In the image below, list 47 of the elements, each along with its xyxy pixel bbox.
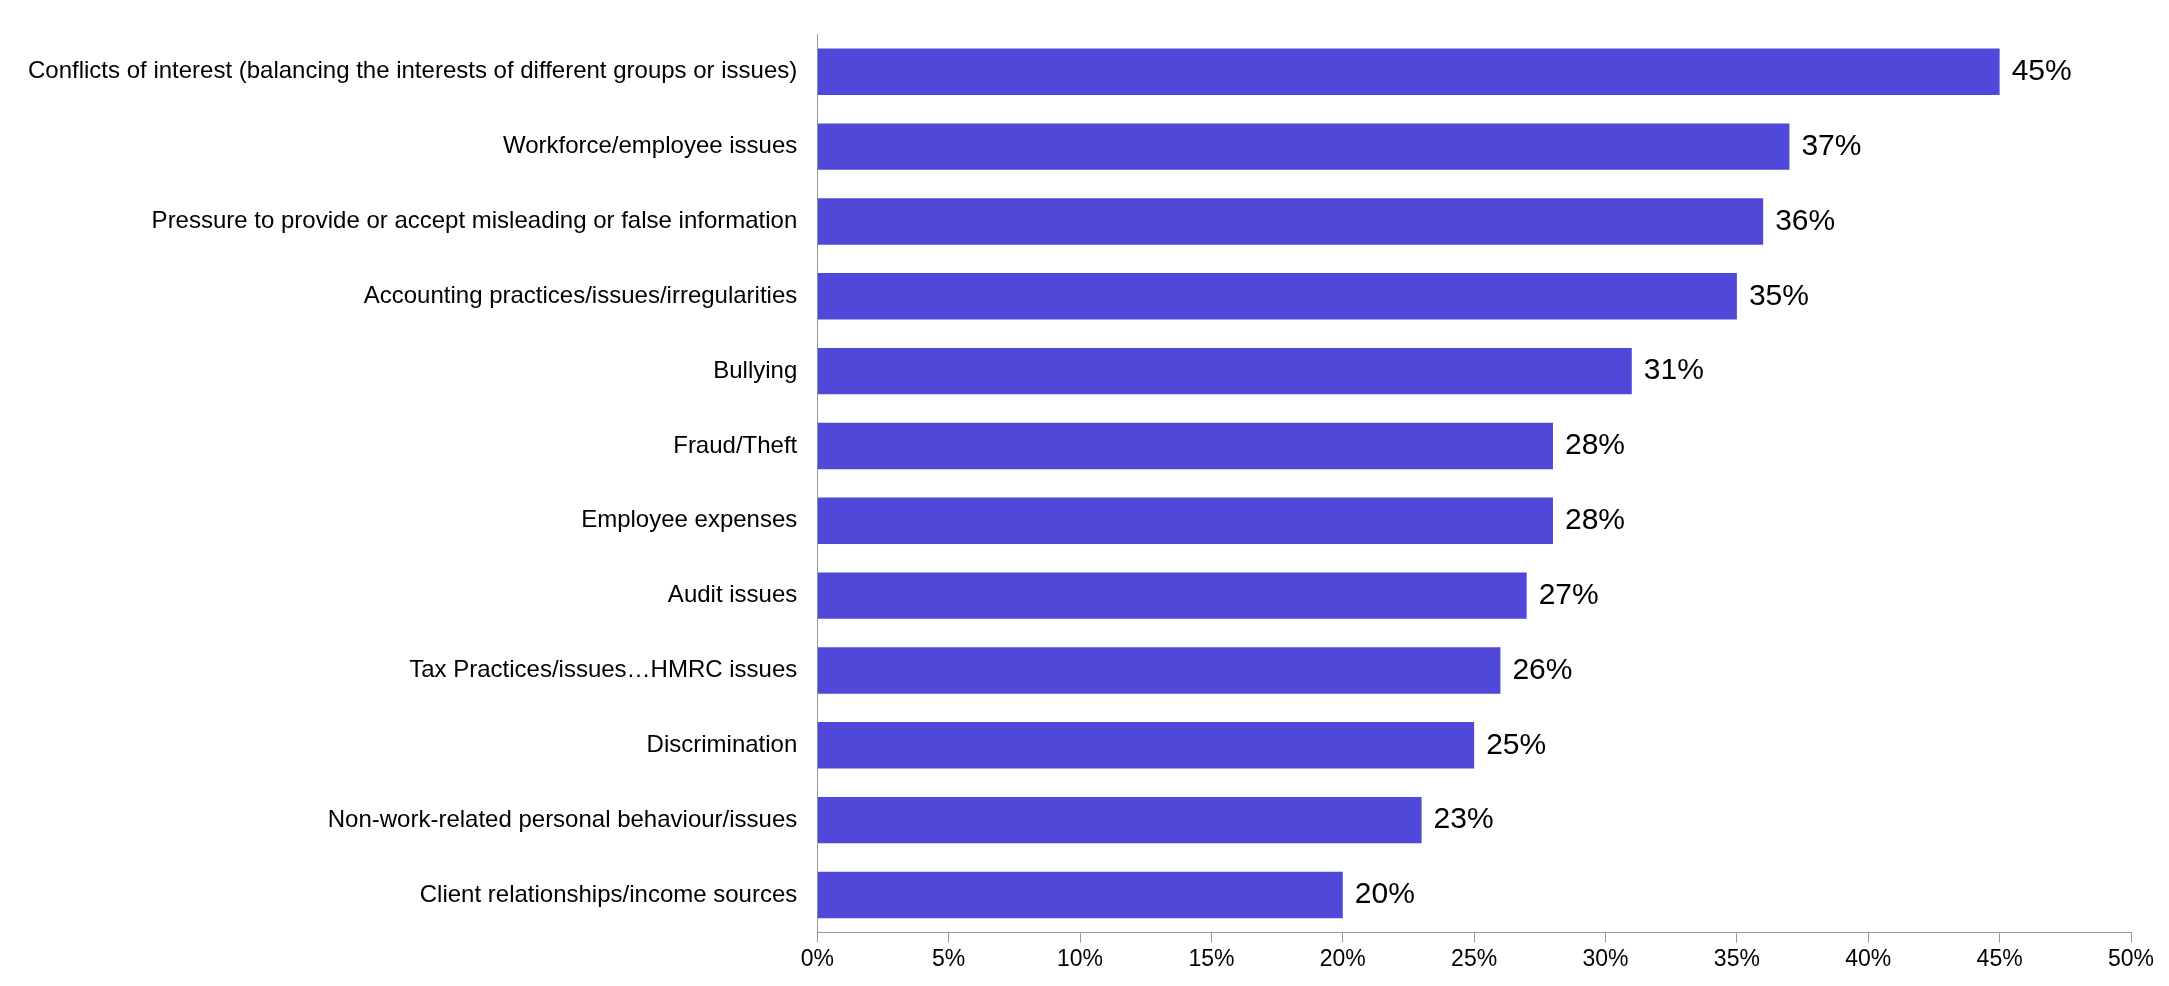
y-tick-label: Workforce/employee issues [502,131,798,159]
data-label: 45% [2011,53,2072,87]
y-tick-label: Accounting practices/issues/irregularities [363,280,798,308]
bar [817,273,1737,320]
y-tick-label: Client relationships/income sources [419,879,798,907]
bar [817,48,2000,96]
bar [817,871,1343,919]
data-label: 25% [1486,726,1547,760]
x-tick-label: 35% [1713,944,1760,971]
y-tick-label: Fraud/Theft [673,430,798,458]
x-tick-label: 5% [932,944,966,971]
data-label: 35% [1748,277,1809,311]
y-tick-label: Non-work-related personal behaviour/issues [327,804,798,832]
y-tick-label: Conflicts of interest (balancing the interests of different groups or issues) [28,56,798,84]
y-tick-label: Audit issues [667,580,798,608]
x-tick-label: 25% [1451,944,1498,971]
bar [817,796,1422,844]
bar [817,422,1553,470]
x-tick-label: 40% [1845,944,1892,971]
y-tick-label: Employee expenses [581,505,798,533]
x-tick-label: 30% [1582,944,1629,971]
data-label: 36% [1775,202,1836,236]
y-tick-label: Bullying [713,355,798,383]
y-tick-label: Tax Practices/issues…HMRC issues [409,655,798,683]
bar [817,123,1790,170]
data-label: 20% [1354,876,1415,910]
data-label: 26% [1512,651,1573,685]
x-tick-label: 20% [1319,944,1366,971]
data-label: 28% [1564,502,1626,536]
y-tick-label: Pressure to provide or accept misleading or false information [151,206,798,234]
data-label: 27% [1538,576,1599,610]
x-tick-label: 0% [800,944,834,971]
bar [817,647,1501,694]
data-label: 37% [1801,127,1862,161]
y-tick-label: Discrimination [646,729,798,757]
x-tick-label: 50% [2107,944,2155,971]
bar [817,572,1527,619]
x-tick-label: 45% [1976,944,2023,971]
bar [817,722,1475,769]
bar [817,347,1632,395]
x-tick-label: 10% [1057,944,1104,971]
data-label: 23% [1433,801,1494,835]
bar [817,497,1553,545]
x-tick-label: 15% [1188,944,1235,971]
data-label: 28% [1564,427,1626,461]
bar [817,198,1764,245]
data-label: 31% [1643,352,1704,386]
